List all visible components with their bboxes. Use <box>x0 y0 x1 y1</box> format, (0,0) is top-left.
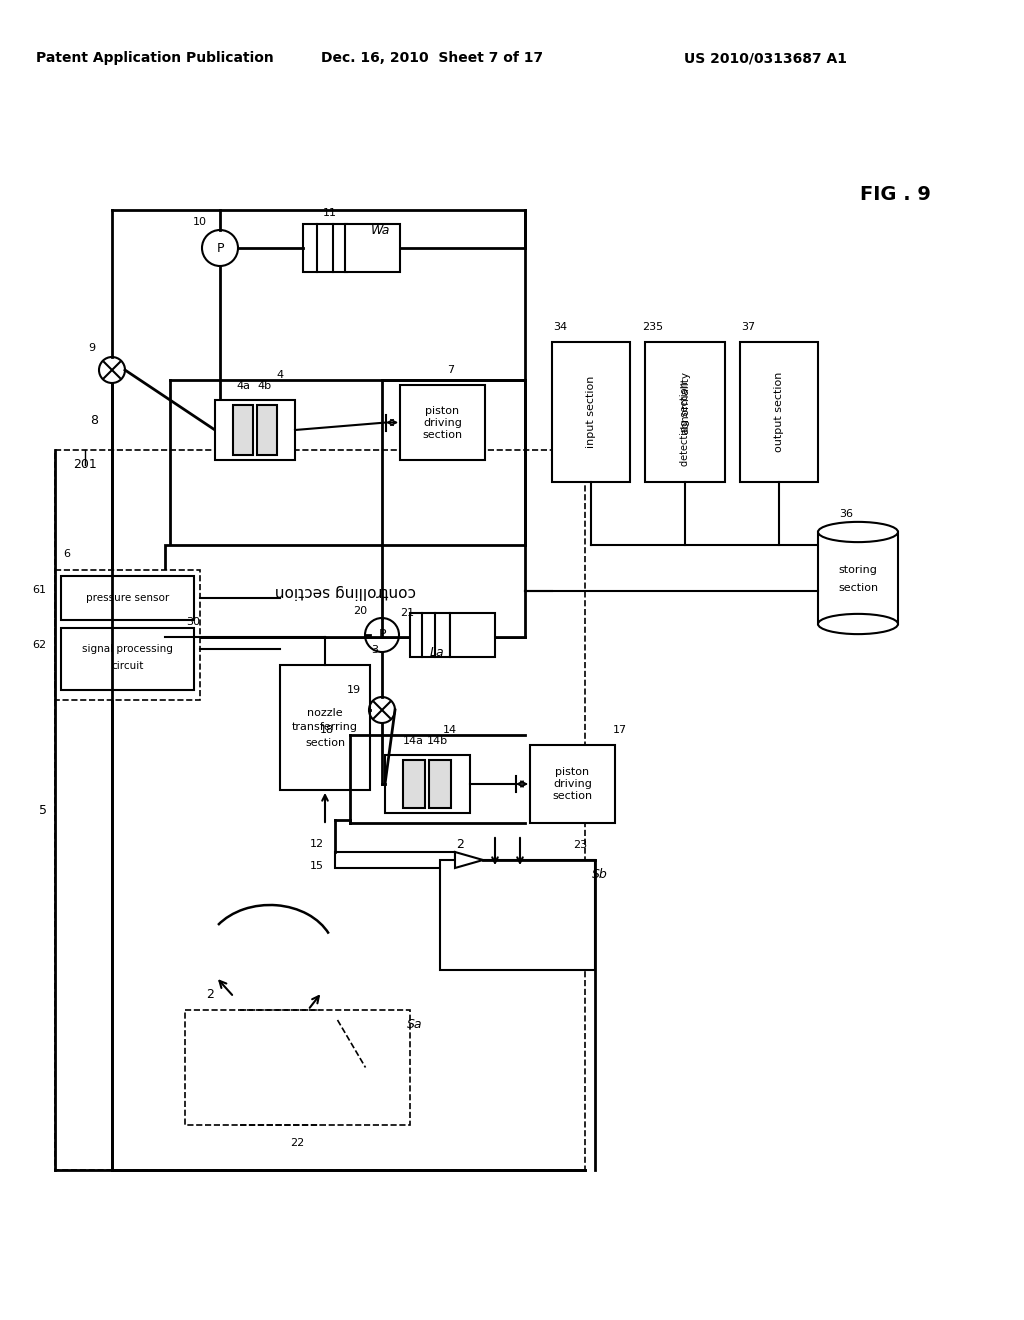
Text: 22: 22 <box>291 1138 304 1148</box>
Bar <box>530 744 615 822</box>
Text: Sa: Sa <box>408 1019 423 1031</box>
Bar <box>429 760 451 808</box>
Text: 20: 20 <box>353 606 367 616</box>
Text: Patent Application Publication: Patent Application Publication <box>36 51 273 65</box>
Text: output section: output section <box>774 372 784 453</box>
Bar <box>257 405 278 455</box>
Text: circuit: circuit <box>112 661 143 671</box>
Text: nozzle: nozzle <box>307 708 343 718</box>
Bar <box>400 385 485 459</box>
Text: Dec. 16, 2010  Sheet 7 of 17: Dec. 16, 2010 Sheet 7 of 17 <box>321 51 543 65</box>
Bar <box>303 224 347 272</box>
Text: P: P <box>216 242 224 255</box>
Text: transferring: transferring <box>292 722 358 733</box>
Text: 62: 62 <box>32 640 46 649</box>
Text: 14a: 14a <box>402 737 424 746</box>
Text: storing: storing <box>839 565 878 576</box>
Polygon shape <box>455 851 483 869</box>
Text: 21: 21 <box>400 609 414 618</box>
Bar <box>385 755 470 813</box>
Bar <box>61 576 194 620</box>
Bar <box>215 400 295 459</box>
Bar <box>740 342 818 482</box>
Bar <box>335 851 455 869</box>
Bar <box>818 532 898 624</box>
Text: driving: driving <box>423 417 462 428</box>
Text: 235: 235 <box>642 322 664 333</box>
Text: abnormality: abnormality <box>680 371 690 433</box>
Bar <box>450 612 495 657</box>
Text: 6: 6 <box>63 549 70 558</box>
Text: 36: 36 <box>839 510 853 519</box>
Text: 11: 11 <box>323 209 337 218</box>
Text: 15: 15 <box>310 861 324 871</box>
Text: 30: 30 <box>186 616 200 627</box>
Bar <box>410 612 450 657</box>
Text: US 2010/0313687 A1: US 2010/0313687 A1 <box>683 51 847 65</box>
Ellipse shape <box>818 614 898 634</box>
Text: 61: 61 <box>32 585 46 595</box>
Text: section: section <box>423 429 463 440</box>
Bar <box>55 570 200 700</box>
Text: section: section <box>552 791 593 801</box>
Ellipse shape <box>818 521 898 543</box>
Text: 3: 3 <box>372 645 379 655</box>
Text: 8: 8 <box>90 413 98 426</box>
Text: piston: piston <box>425 405 460 416</box>
Text: piston: piston <box>555 767 590 777</box>
Text: 23: 23 <box>573 840 587 850</box>
Text: controlling section: controlling section <box>274 583 416 598</box>
Bar <box>55 450 585 1170</box>
Bar <box>233 405 253 455</box>
Bar <box>552 342 630 482</box>
Text: Sb: Sb <box>592 869 608 882</box>
Bar <box>61 628 194 690</box>
Text: Wa: Wa <box>371 223 390 236</box>
Text: 19: 19 <box>347 685 361 696</box>
Bar <box>280 665 370 789</box>
Text: 9: 9 <box>88 343 95 352</box>
Bar <box>345 224 400 272</box>
Bar <box>440 861 595 970</box>
Text: 14b: 14b <box>426 737 447 746</box>
Text: FIG . 9: FIG . 9 <box>860 186 931 205</box>
Bar <box>645 342 725 482</box>
Bar <box>165 545 525 638</box>
Text: 18: 18 <box>319 725 334 735</box>
Bar <box>185 1010 410 1125</box>
Text: 12: 12 <box>310 840 324 849</box>
Text: 37: 37 <box>741 322 755 333</box>
Text: input section: input section <box>586 376 596 449</box>
Text: driving: driving <box>553 779 592 789</box>
Text: section: section <box>305 738 345 747</box>
Text: 2: 2 <box>206 989 214 1002</box>
Text: 201: 201 <box>73 458 97 471</box>
Text: 4a: 4a <box>236 381 250 391</box>
Text: detecting section: detecting section <box>680 381 690 466</box>
Text: 14: 14 <box>443 725 457 735</box>
Text: 2: 2 <box>456 838 464 851</box>
Text: section: section <box>838 583 878 593</box>
Text: pressure sensor: pressure sensor <box>86 593 169 603</box>
Text: signal processing: signal processing <box>82 644 173 653</box>
Text: 4: 4 <box>276 370 284 380</box>
Bar <box>403 760 425 808</box>
Text: 4b: 4b <box>258 381 272 391</box>
Text: La: La <box>430 647 444 660</box>
Text: 7: 7 <box>446 366 454 375</box>
Text: P: P <box>378 628 386 642</box>
Text: 10: 10 <box>193 216 207 227</box>
Text: 34: 34 <box>553 322 567 333</box>
Text: 5: 5 <box>39 804 47 817</box>
Text: 17: 17 <box>613 725 627 735</box>
